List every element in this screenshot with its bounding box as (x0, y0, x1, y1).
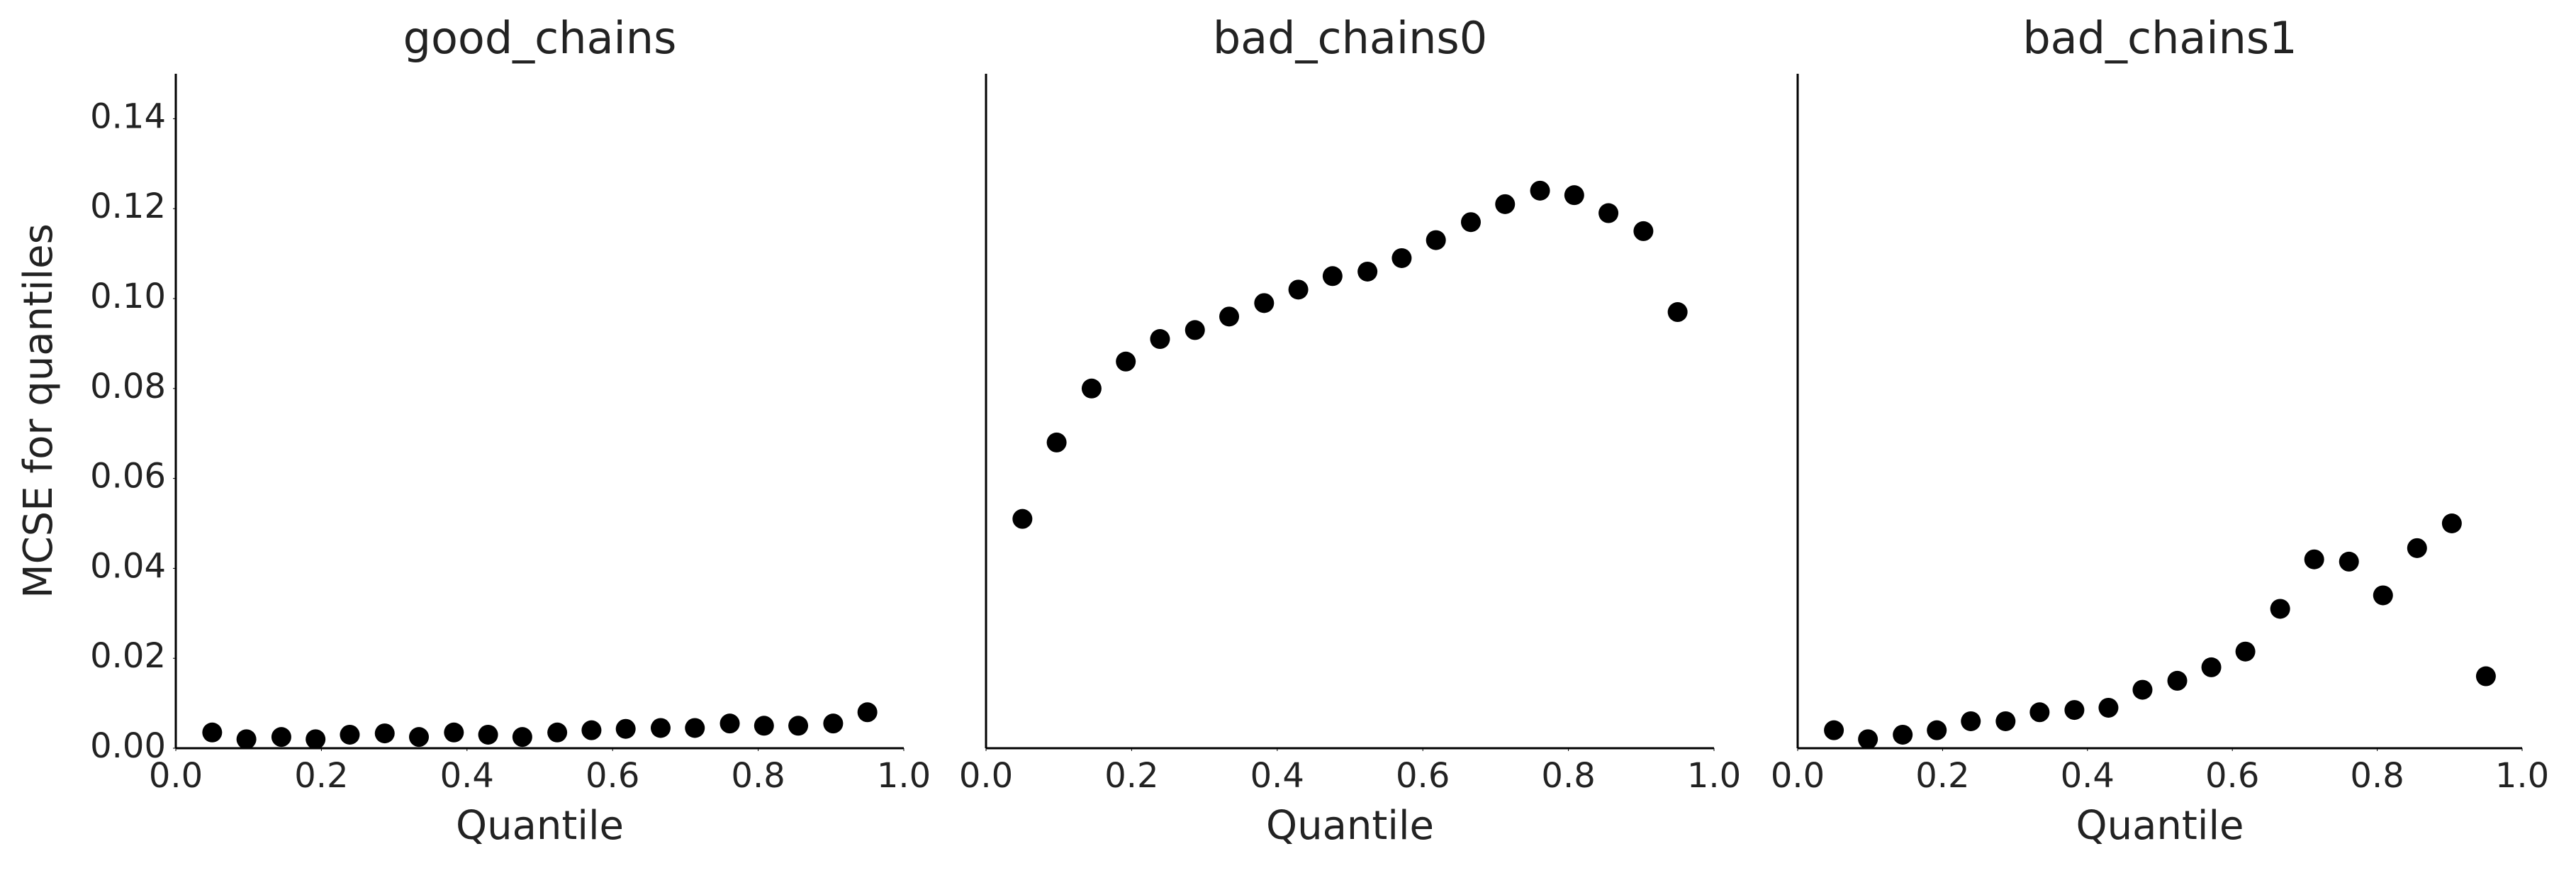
point (857, 702, 878, 723)
x-tick-label: 0.4 (2061, 756, 2115, 796)
point (719, 713, 740, 734)
x-tick-label: 0.6 (1396, 756, 1450, 796)
point (754, 716, 774, 736)
y-tick-label: 0.08 (90, 367, 166, 406)
x-tick-label: 0.6 (2205, 756, 2259, 796)
x-tick-label: 0.8 (731, 756, 785, 796)
point (2029, 702, 2050, 723)
point (202, 722, 223, 743)
point (1460, 212, 1481, 233)
point (306, 729, 326, 750)
y-tick-label: 0.12 (90, 187, 166, 226)
point (1254, 293, 1275, 313)
y-tick-label: 0.14 (90, 96, 166, 136)
y-tick-label: 0.10 (90, 277, 166, 316)
x-tick-label: 0.2 (1915, 756, 1969, 796)
point (1824, 720, 1844, 740)
x-tick-label: 0.4 (440, 756, 494, 796)
point (1495, 194, 1516, 214)
point (2098, 697, 2119, 718)
y-tick-label: 0.04 (90, 546, 166, 586)
point (1598, 203, 1619, 223)
point (650, 718, 671, 738)
point (685, 718, 705, 738)
x-tick-label: 0.8 (1541, 756, 1595, 796)
point (2201, 657, 2222, 677)
x-tick-label: 1.0 (1687, 756, 1741, 796)
point (1426, 230, 1446, 250)
point (1288, 279, 1309, 300)
point (2064, 700, 2085, 721)
point (236, 729, 257, 750)
point (1858, 729, 1878, 750)
point (2235, 641, 2256, 662)
point (1633, 221, 1654, 241)
y-axis-label: MCSE for quantiles (16, 223, 62, 599)
point (512, 727, 532, 748)
point (788, 716, 809, 736)
x-tick-label: 0.0 (149, 756, 203, 796)
x-axis-label: Quantile (2076, 803, 2244, 849)
x-tick-label: 0.4 (1250, 756, 1304, 796)
point (1530, 180, 1550, 201)
point (478, 724, 498, 745)
point (1081, 378, 1102, 399)
point (1391, 248, 1412, 268)
point (1046, 432, 1067, 452)
point (615, 718, 636, 739)
point (823, 713, 844, 734)
panel-title: bad_chains1 (2022, 12, 2297, 64)
point (2441, 513, 2462, 533)
point (409, 727, 430, 748)
x-axis-label: Quantile (456, 803, 624, 849)
point (2475, 666, 2496, 687)
x-tick-label: 0.2 (1104, 756, 1158, 796)
x-axis-label: Quantile (1266, 803, 1434, 849)
point (1961, 711, 1981, 731)
point (1219, 306, 1240, 327)
x-tick-label: 0.0 (959, 756, 1013, 796)
point (1995, 711, 2016, 731)
point (581, 720, 602, 740)
point (2339, 551, 2359, 572)
panel-title: good_chains (403, 12, 677, 64)
point (1357, 261, 1378, 282)
point (1116, 351, 1136, 372)
point (2132, 679, 2153, 700)
x-tick-label: 1.0 (877, 756, 931, 796)
point (271, 727, 291, 748)
point (1893, 724, 1913, 745)
point (1927, 720, 1947, 740)
point (2167, 670, 2188, 691)
x-tick-label: 0.8 (2350, 756, 2404, 796)
point (1150, 329, 1170, 350)
x-tick-label: 0.2 (294, 756, 348, 796)
point (1185, 320, 1205, 340)
point (2304, 549, 2324, 569)
y-tick-label: 0.02 (90, 636, 166, 676)
point (340, 724, 360, 745)
point (2270, 599, 2290, 619)
panel-title: bad_chains0 (1213, 12, 1487, 64)
point (374, 723, 395, 744)
y-tick-label: 0.00 (90, 726, 166, 766)
point (1322, 266, 1343, 287)
point (444, 722, 464, 743)
x-tick-label: 1.0 (2495, 756, 2549, 796)
x-tick-label: 0.0 (1771, 756, 1825, 796)
point (1667, 302, 1688, 323)
point (2373, 585, 2393, 606)
y-tick-label: 0.06 (90, 457, 166, 496)
point (2407, 538, 2427, 558)
point (547, 722, 568, 743)
point (1564, 185, 1584, 206)
point (1012, 509, 1033, 529)
x-tick-label: 0.6 (586, 756, 639, 796)
